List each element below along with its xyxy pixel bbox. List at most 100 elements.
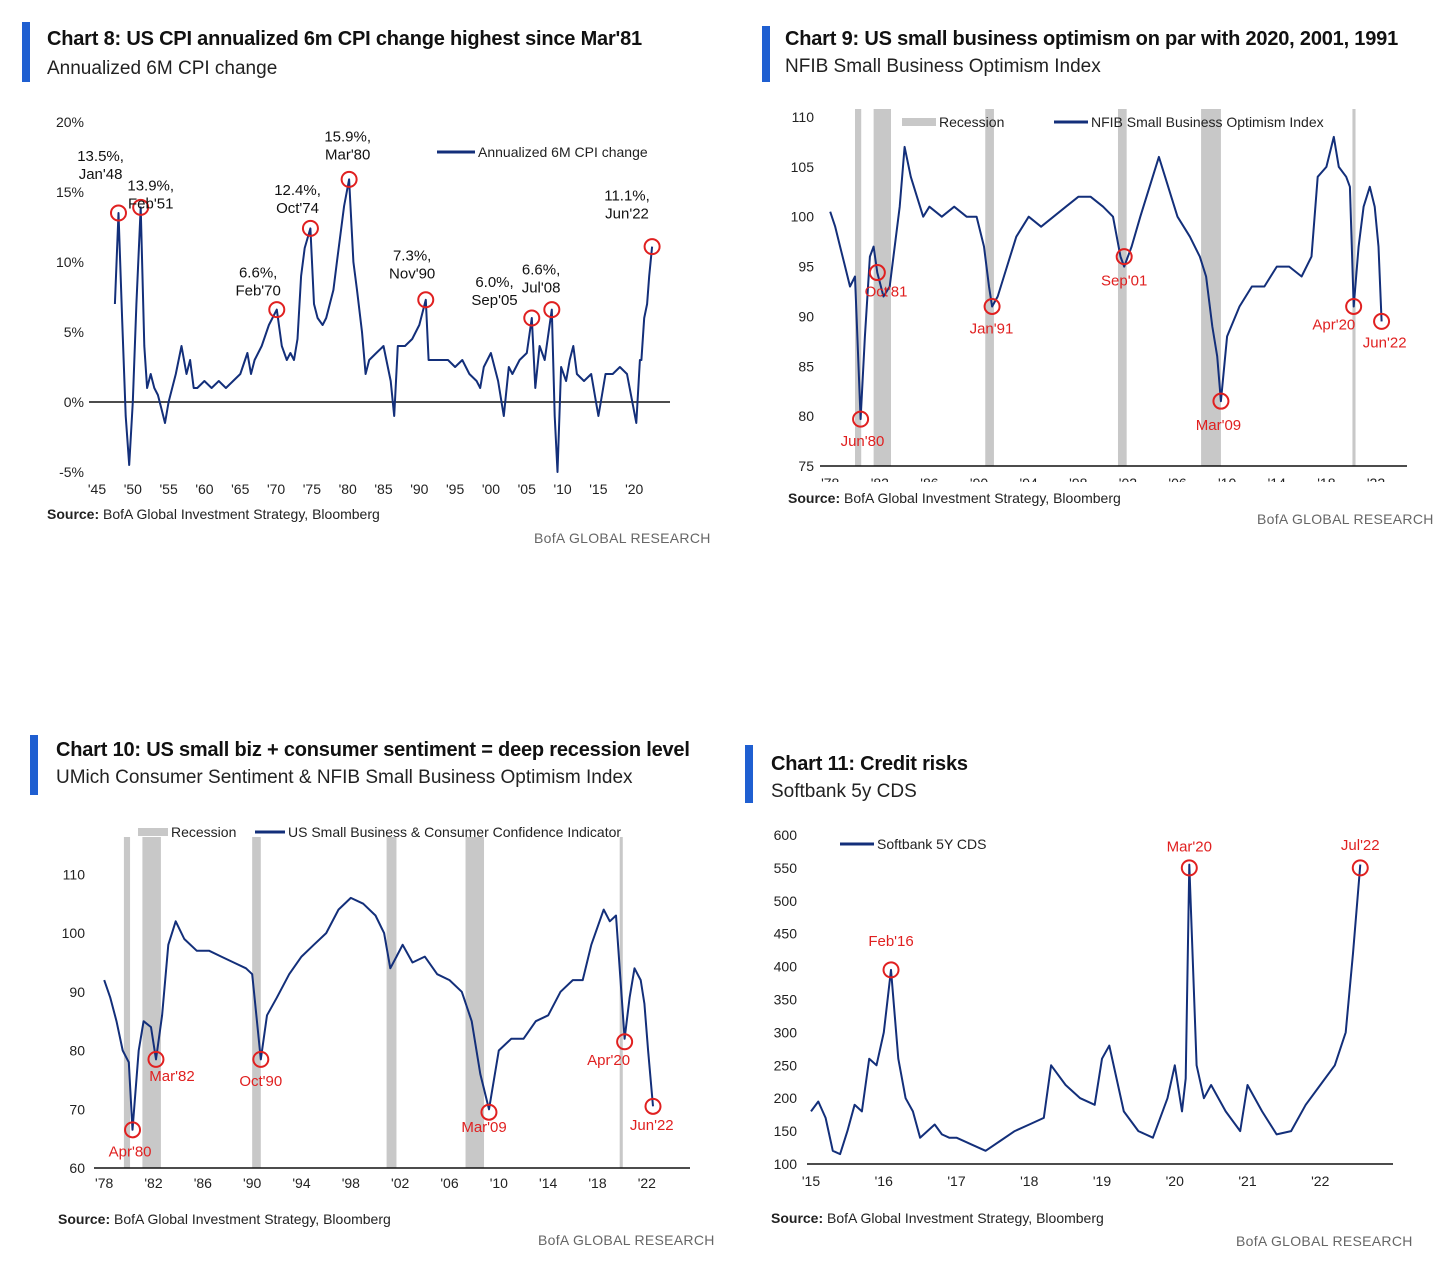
chart9-subtitle: NFIB Small Business Optimism Index <box>785 56 1101 77</box>
x-tick-label: '98 <box>1069 475 1087 482</box>
legend-label: NFIB Small Business Optimism Index <box>1091 114 1324 130</box>
x-tick-label: '02 <box>391 1175 409 1191</box>
source-label: Source: <box>788 490 841 506</box>
legend-label: Recession <box>171 824 236 840</box>
annotation-label: Jan'91 <box>970 320 1014 337</box>
source-text: BofA Global Investment Strategy, Bloombe… <box>114 1211 391 1227</box>
legend-label: US Small Business & Consumer Confidence … <box>288 824 621 840</box>
y-tick-label: 80 <box>69 1043 85 1059</box>
y-tick-label: 110 <box>63 866 86 882</box>
x-tick-label: '60 <box>195 481 213 497</box>
chart11-accent-bar <box>745 745 753 803</box>
recession-band <box>855 109 862 466</box>
annotation-label: Apr'20 <box>1312 316 1355 333</box>
series-line <box>810 863 1362 1156</box>
y-tick-label: 100 <box>791 209 815 225</box>
chart11-source: Source: BofA Global Investment Strategy,… <box>771 1210 1104 1226</box>
annotation-marker <box>616 1033 634 1051</box>
x-tick-label: '06 <box>440 1175 458 1191</box>
annotation-label: 12.4%, <box>274 182 321 199</box>
annotation-marker <box>1373 312 1391 330</box>
chart10-plot: 60 70 80 90 100 110 '78 '82 '86 '90 '94 '98 '02 '06 '1… <box>62 824 690 1191</box>
annotation-label: Jun'80 <box>841 433 885 450</box>
annotation-marker <box>268 301 286 319</box>
y-tick-label: 60 <box>69 1160 85 1176</box>
x-tick-label: '82 <box>144 1175 162 1191</box>
chart9-title: Chart 9: US small business optimism on p… <box>785 28 1398 50</box>
x-tick-label: '15 <box>589 481 607 497</box>
y-tick-label: 100 <box>774 1156 798 1172</box>
annotation-label: Mar'82 <box>149 1068 194 1085</box>
source-text: BofA Global Investment Strategy, Bloombe… <box>827 1210 1104 1226</box>
recession-band <box>873 109 891 466</box>
annotation-label: 11.1%, <box>604 187 650 204</box>
annotation-marker <box>147 1050 165 1068</box>
annotation-label: Jul'08 <box>522 280 561 297</box>
legend-label: Recession <box>939 114 1004 130</box>
annotation-marker <box>1351 859 1369 877</box>
x-tick-label: '70 <box>267 481 285 497</box>
annotation-marker <box>340 170 358 188</box>
y-tick-label: 250 <box>774 1057 798 1073</box>
chart8-accent-bar <box>22 22 30 82</box>
chart9-plot: 75 80 85 90 95 100 105 110 '78 '82 '86 '90 '94 '98 '02… <box>791 109 1407 482</box>
recession-band <box>1117 109 1127 466</box>
x-tick-label: '86 <box>194 1175 212 1191</box>
y-tick-label: 350 <box>774 992 798 1008</box>
chart11-brand: BofA GLOBAL RESEARCH <box>1236 1233 1413 1249</box>
y-tick-label: 100 <box>62 925 86 941</box>
x-tick-label: '14 <box>539 1175 557 1191</box>
annotation-label: Oct'90 <box>239 1073 282 1090</box>
chart10-panel: Chart 10: US small biz + consumer sentim… <box>30 735 720 1265</box>
y-tick-label: 0% <box>64 394 84 410</box>
x-tick-label: '20 <box>1166 1173 1184 1189</box>
annotation-label: Jan'48 <box>79 166 123 183</box>
annotation-marker <box>643 238 661 256</box>
x-tick-label: '18 <box>588 1175 606 1191</box>
y-tick-label: 80 <box>798 408 814 424</box>
annotation-label: 6.6%, <box>522 262 560 279</box>
chart9-accent-bar <box>762 26 770 82</box>
annotation-marker <box>523 309 541 327</box>
y-tick-label: 400 <box>774 959 798 975</box>
annotation-marker <box>1180 859 1198 877</box>
legend-label: Annualized 6M CPI change <box>478 144 648 160</box>
y-tick-label: 85 <box>798 358 814 374</box>
chart8-panel: Chart 8: US CPI annualized 6m CPI change… <box>22 22 712 562</box>
annotation-marker <box>1345 297 1363 315</box>
x-tick-label: '00 <box>482 481 500 497</box>
x-tick-label: '20 <box>625 481 643 497</box>
recession-band <box>142 837 161 1168</box>
annotation-label: Sep'01 <box>1101 273 1147 290</box>
y-tick-label: 90 <box>69 984 85 1000</box>
y-tick-label: -5% <box>59 464 84 480</box>
x-tick-label: '50 <box>124 481 142 497</box>
y-tick-label: 105 <box>791 159 815 175</box>
x-tick-label: '10 <box>1218 475 1236 482</box>
y-tick-label: 450 <box>774 926 798 942</box>
x-tick-label: '75 <box>303 481 321 497</box>
series-line <box>103 896 654 1131</box>
x-tick-label: '19 <box>1093 1173 1111 1189</box>
annotation-marker <box>252 1050 270 1068</box>
y-tick-label: 75 <box>798 458 814 474</box>
chart10-title: Chart 10: US small biz + consumer sentim… <box>56 739 690 761</box>
x-tick-label: '10 <box>490 1175 508 1191</box>
annotation-label: Mar'20 <box>1167 838 1212 855</box>
annotation-marker <box>301 219 319 237</box>
x-tick-label: '22 <box>1311 1173 1329 1189</box>
annotation-label: Mar'09 <box>461 1119 506 1136</box>
recession-band <box>386 837 397 1168</box>
chart10-source: Source: BofA Global Investment Strategy,… <box>58 1211 391 1227</box>
annotation-label: 7.3%, <box>393 248 431 265</box>
series-line <box>829 135 1383 421</box>
legend-recession-swatch <box>138 828 168 836</box>
recession-band <box>465 837 485 1168</box>
x-tick-label: '06 <box>1168 475 1186 482</box>
x-tick-label: '05 <box>518 481 536 497</box>
annotation-marker <box>480 1103 498 1121</box>
annotation-label: Feb'51 <box>128 196 173 213</box>
y-tick-label: 20% <box>56 114 84 130</box>
x-tick-label: '90 <box>243 1175 261 1191</box>
annotation-label: Feb'70 <box>235 282 280 299</box>
